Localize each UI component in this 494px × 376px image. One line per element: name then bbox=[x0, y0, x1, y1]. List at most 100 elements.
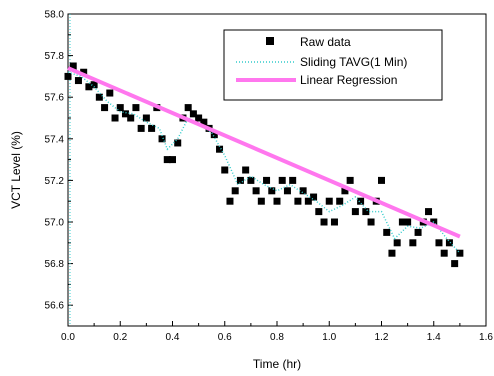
sliding-tavg-line bbox=[67, 71, 461, 254]
raw-data-point bbox=[64, 72, 72, 80]
y-axis-ticks: 56.6 56.8 57.0 57.2 57.4 57.6 57.8 58.0 bbox=[45, 10, 73, 327]
y-tick-label: 58.0 bbox=[45, 10, 65, 21]
raw-data-point bbox=[289, 176, 297, 184]
raw-data-point bbox=[404, 218, 412, 226]
raw-data-point bbox=[69, 62, 77, 70]
raw-data-point bbox=[221, 166, 229, 174]
raw-data-point bbox=[320, 218, 328, 226]
x-tick-label: 0.0 bbox=[61, 332, 75, 343]
raw-data-point bbox=[184, 104, 192, 112]
raw-data-point bbox=[252, 187, 260, 195]
raw-data-point bbox=[80, 68, 88, 76]
raw-data-point bbox=[445, 239, 453, 247]
y-tick-label: 57.2 bbox=[45, 176, 65, 187]
raw-data-point bbox=[216, 145, 224, 153]
x-tick-label: 0.2 bbox=[113, 332, 127, 343]
raw-data-point bbox=[304, 197, 312, 205]
raw-data-point bbox=[336, 197, 344, 205]
raw-data-point bbox=[257, 197, 265, 205]
legend-box bbox=[223, 29, 443, 101]
raw-data-point bbox=[409, 239, 417, 247]
raw-data-point bbox=[299, 187, 307, 195]
raw-data-point bbox=[425, 208, 433, 216]
raw-data-point bbox=[174, 139, 182, 147]
raw-data-point bbox=[74, 77, 82, 85]
raw-data-point bbox=[456, 249, 464, 257]
x-tick-label: 0.4 bbox=[166, 332, 180, 343]
raw-data-point bbox=[132, 104, 140, 112]
raw-data-point bbox=[435, 239, 443, 247]
raw-data-point bbox=[393, 239, 401, 247]
raw-data-point bbox=[398, 218, 406, 226]
legend-reg-label: Linear Regression bbox=[300, 73, 397, 87]
raw-data-point bbox=[101, 104, 109, 112]
y-tick-label: 56.6 bbox=[45, 301, 65, 312]
x-axis-title: Time (hr) bbox=[253, 357, 301, 371]
raw-data-point bbox=[95, 93, 103, 101]
linear-regression-line bbox=[67, 66, 461, 239]
raw-data-point bbox=[200, 118, 208, 126]
raw-data-point bbox=[85, 83, 93, 91]
raw-data-point bbox=[351, 208, 359, 216]
raw-data-point bbox=[127, 114, 135, 122]
raw-data-point bbox=[357, 197, 365, 205]
y-tick-label: 57.0 bbox=[45, 218, 65, 229]
x-tick-label: 1.6 bbox=[479, 332, 493, 343]
x-tick-label: 0.6 bbox=[218, 332, 232, 343]
raw-data-point bbox=[121, 110, 129, 118]
raw-data-point bbox=[383, 228, 391, 236]
raw-data-point bbox=[242, 166, 250, 174]
y-tick-label: 57.4 bbox=[45, 134, 65, 145]
raw-data-point bbox=[106, 89, 114, 97]
raw-data-point bbox=[158, 135, 166, 143]
x-axis-ticks: 0.0 0.2 0.4 0.6 0.8 1.0 1.2 1.4 1.6 bbox=[61, 321, 493, 343]
raw-data-point bbox=[148, 124, 156, 132]
legend-raw-marker bbox=[266, 37, 274, 45]
raw-data-point bbox=[247, 176, 255, 184]
linear-regression-series bbox=[67, 66, 461, 239]
raw-data-point bbox=[278, 176, 286, 184]
y-axis-title: VCT Level (%) bbox=[9, 131, 23, 209]
raw-data-point bbox=[414, 228, 422, 236]
raw-data-point bbox=[236, 176, 244, 184]
legend-tavg-label: Sliding TAVG(1 Min) bbox=[300, 55, 407, 69]
x-tick-label: 1.2 bbox=[375, 332, 389, 343]
raw-data-point bbox=[362, 208, 370, 216]
raw-data-point bbox=[210, 131, 218, 139]
raw-data-point bbox=[346, 176, 354, 184]
x-tick-label: 1.0 bbox=[322, 332, 336, 343]
raw-data-point bbox=[189, 110, 197, 118]
raw-data-point bbox=[195, 114, 203, 122]
raw-data-point bbox=[283, 187, 291, 195]
raw-data-point bbox=[268, 187, 276, 195]
raw-data-point bbox=[388, 249, 396, 257]
raw-data-point bbox=[169, 156, 176, 164]
y-tick-label: 57.8 bbox=[45, 51, 65, 62]
raw-data-point bbox=[273, 197, 281, 205]
x-tick-label: 0.8 bbox=[270, 332, 284, 343]
raw-data-point bbox=[451, 260, 459, 268]
raw-data-point bbox=[341, 187, 349, 195]
raw-data-point bbox=[294, 197, 302, 205]
raw-data-point bbox=[315, 208, 323, 216]
raw-data-point bbox=[231, 187, 239, 195]
raw-data-point bbox=[90, 81, 98, 89]
raw-data-point bbox=[163, 156, 171, 164]
legend: Raw data Sliding TAVG(1 Min) Linear Regr… bbox=[223, 29, 443, 101]
raw-data-point bbox=[367, 218, 375, 226]
y-tick-label: 56.8 bbox=[45, 259, 65, 270]
y-tick-label: 57.6 bbox=[45, 93, 65, 104]
raw-data-point bbox=[310, 193, 318, 201]
raw-data-point bbox=[440, 249, 448, 257]
sliding-tavg-series bbox=[67, 71, 461, 254]
raw-data-point bbox=[263, 176, 271, 184]
raw-data-point bbox=[226, 197, 234, 205]
raw-data-point bbox=[378, 176, 385, 184]
raw-data-point bbox=[111, 114, 119, 122]
raw-data-point bbox=[325, 197, 333, 205]
raw-data-point bbox=[116, 104, 124, 112]
raw-data-point bbox=[142, 114, 150, 122]
raw-data-point bbox=[330, 218, 338, 226]
legend-raw-label: Raw data bbox=[300, 35, 351, 49]
